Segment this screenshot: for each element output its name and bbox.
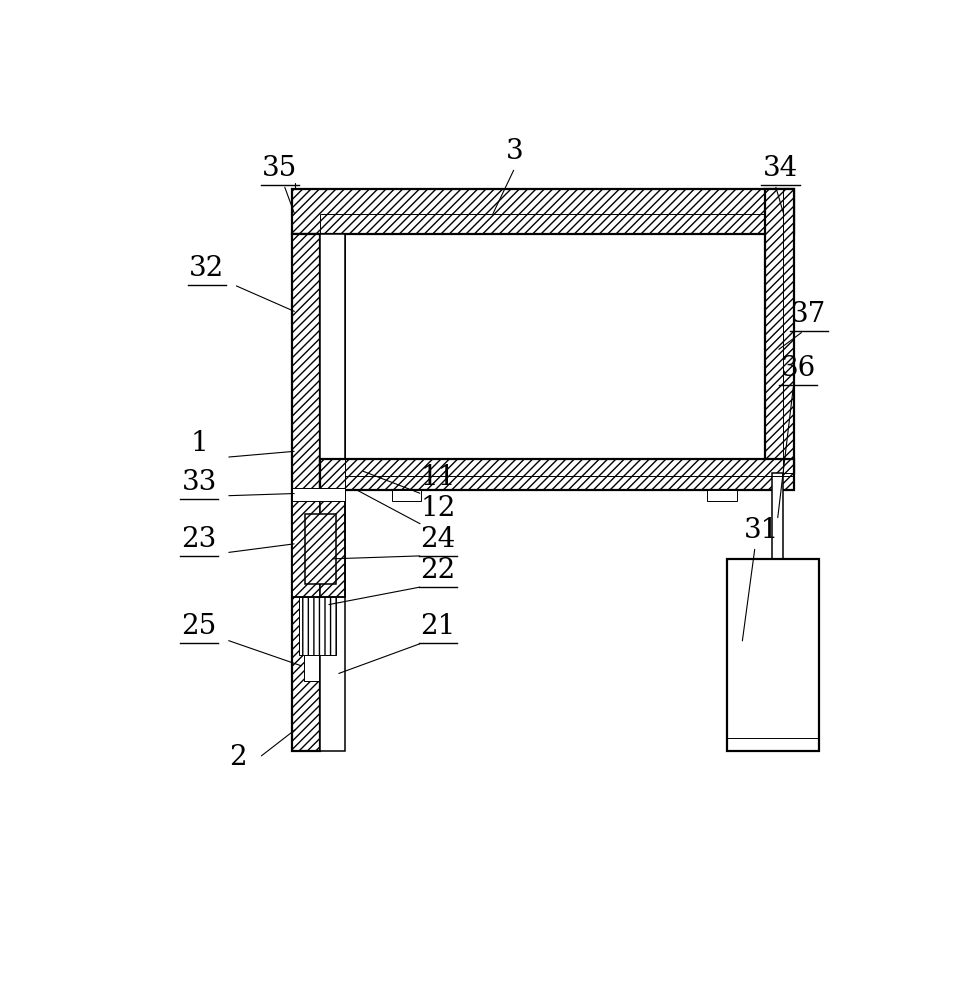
Text: 34: 34 (763, 155, 798, 182)
Text: 25: 25 (181, 613, 217, 640)
Text: 23: 23 (181, 526, 217, 553)
Bar (291, 490, 320, 597)
Bar (306, 514, 336, 584)
Bar (772, 473, 783, 559)
Bar (291, 189, 793, 234)
Text: 33: 33 (181, 469, 217, 496)
Text: 2: 2 (229, 744, 246, 771)
Bar (320, 234, 346, 751)
Bar (726, 559, 819, 751)
Text: 31: 31 (743, 516, 779, 544)
Bar (291, 490, 346, 597)
Bar (291, 234, 320, 751)
Bar (299, 597, 336, 655)
Text: 35: 35 (262, 155, 298, 182)
Bar (707, 490, 737, 501)
Text: 36: 36 (781, 355, 816, 382)
Bar (304, 655, 319, 681)
Text: 21: 21 (421, 613, 456, 640)
Text: 1: 1 (191, 430, 208, 457)
Text: 24: 24 (421, 526, 455, 553)
Text: 32: 32 (190, 255, 224, 282)
Text: 37: 37 (791, 301, 827, 328)
Text: 3: 3 (506, 138, 524, 165)
Text: 22: 22 (421, 557, 455, 584)
Bar (392, 490, 421, 501)
Bar (320, 459, 793, 490)
Bar (765, 189, 793, 473)
Bar (291, 488, 346, 501)
Text: 11: 11 (421, 464, 456, 491)
Bar (320, 490, 346, 597)
Text: 12: 12 (421, 495, 456, 522)
